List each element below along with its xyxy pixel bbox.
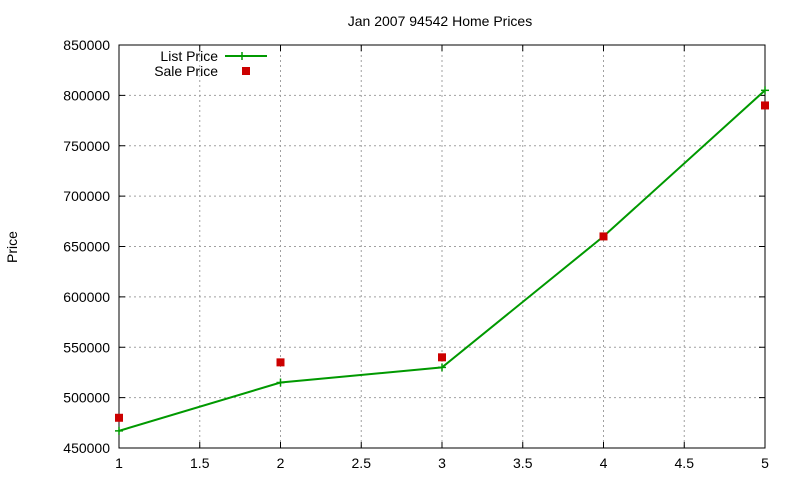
y-tick-label: 700000: [63, 188, 110, 204]
y-tick-label: 750000: [63, 138, 110, 154]
y-tick-label: 650000: [63, 239, 110, 255]
legend-label: List Price: [160, 48, 218, 64]
y-axis-ticks: 450000 500000 550000 600000 650000 700000 7500…: [63, 37, 765, 456]
series-sale-price: [115, 101, 769, 422]
legend-item: Sale Price: [154, 63, 250, 79]
legend-swatch: [242, 67, 250, 75]
data-point: [761, 86, 769, 95]
y-tick-label: 600000: [63, 289, 110, 305]
chart-title: Jan 2007 94542 Home Prices: [348, 13, 532, 29]
x-tick-label: 1: [115, 455, 123, 471]
data-point: [115, 426, 123, 435]
data-point: [599, 232, 608, 241]
y-tick-label: 800000: [63, 87, 110, 103]
y-tick-label: 850000: [63, 37, 110, 53]
x-axis-ticks: 1 1.5 2 2.5 3 3.5 4 4.5 5: [115, 45, 769, 471]
data-point: [438, 353, 446, 362]
x-tick-label: 4.5: [675, 455, 695, 471]
y-tick-label: 550000: [63, 339, 110, 355]
x-tick-label: 1.5: [190, 455, 210, 471]
x-tick-label: 4: [600, 455, 608, 471]
data-point: [276, 358, 285, 367]
data-point: [276, 378, 285, 387]
x-tick-label: 3: [438, 455, 446, 471]
legend-item: List Price: [160, 48, 267, 64]
x-tick-label: 5: [761, 455, 769, 471]
plot-frame: [118, 44, 766, 449]
y-tick-label: 500000: [63, 390, 110, 406]
x-tick-label: 3.5: [513, 455, 533, 471]
y-axis-label: Price: [4, 231, 20, 263]
x-tick-label: 2.5: [352, 455, 372, 471]
grid: [119, 45, 765, 448]
data-point: [761, 101, 769, 110]
data-point: [115, 413, 123, 422]
x-tick-label: 2: [277, 455, 285, 471]
legend-label: Sale Price: [154, 63, 218, 79]
data-point: [438, 363, 446, 372]
y-tick-label: 450000: [63, 440, 110, 456]
series: [115, 86, 769, 435]
